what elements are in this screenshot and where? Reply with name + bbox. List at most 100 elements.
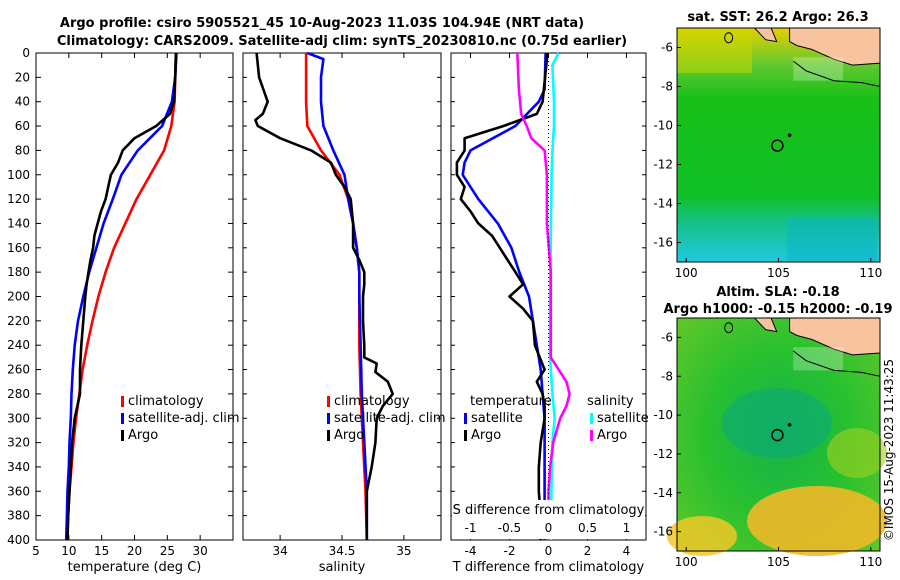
y-tick-label: 400 — [7, 533, 30, 547]
x-tick-label: 110 — [859, 555, 882, 569]
y-tick-label: 200 — [7, 290, 30, 304]
y-tick-label: 100 — [7, 168, 30, 182]
x-tick-label: 25 — [160, 544, 175, 558]
series-line-salinity-argo — [516, 52, 571, 540]
x-tick-label: 20 — [127, 544, 142, 558]
x-tick-label: 2 — [584, 544, 592, 558]
salinity-xlabel: salinity — [319, 560, 366, 575]
x-tick-label: 105 — [767, 266, 790, 280]
y-tick-label: 40 — [15, 95, 30, 109]
y-tick-label: -6 — [661, 41, 673, 55]
x-tick-label: -2 — [504, 544, 516, 558]
y-tick-label: -8 — [661, 369, 673, 383]
x-tick-label: 5 — [32, 544, 40, 558]
sst-map-title: sat. SST: 26.2 Argo: 26.3 — [687, 10, 868, 25]
christmas-island — [787, 422, 792, 427]
legend-label: Argo — [471, 428, 501, 443]
argo-float-marker — [771, 428, 784, 442]
temperature-panel: 0 20 40 60 80 100 120 140 160 180 200 220 240 260 280 3… — [7, 46, 240, 575]
x-tick-label: -4 — [465, 544, 477, 558]
legend-swatch — [464, 413, 467, 424]
legend-swatch — [121, 396, 124, 407]
legend-title-salinity: salinity — [587, 394, 634, 409]
y-tick-label: -14 — [653, 197, 673, 211]
series-line-temperature-argo — [455, 52, 549, 540]
top-axis-backdrop — [452, 500, 645, 539]
warm-patch — [677, 28, 752, 73]
sst-map-panel: 100 105 110 -6 -8 -10 -12 -14 -16 sat. SST: 26.2 … — [653, 10, 882, 280]
salinity-diff-tick-label: 1 — [623, 521, 631, 535]
x-tick-label: 34.5 — [329, 544, 356, 558]
temperature-frame — [35, 52, 234, 541]
legend-label: Argo — [597, 428, 627, 443]
y-tick-label: -16 — [653, 236, 673, 250]
y-tick-label: 140 — [7, 216, 30, 230]
title-line-2: Climatology: CARS2009. Satellite-adj cli… — [57, 34, 627, 49]
legend-swatch — [327, 396, 330, 407]
salinity-diff-tick-label: 0 — [545, 521, 553, 535]
cool-patch — [787, 217, 877, 262]
y-tick-label: 240 — [7, 338, 30, 352]
temperature-xlabel: temperature (deg C) — [68, 560, 202, 575]
legend-label: Argo — [128, 428, 158, 443]
legend-label: satellite-adj. clim — [128, 411, 240, 426]
legend-label: climatology — [128, 394, 204, 409]
x-tick-label: 15 — [94, 544, 109, 558]
x-tick-label: 100 — [675, 266, 698, 280]
legend-label: satellite-adj. clim — [334, 411, 446, 426]
imos-timestamp: ©IMOS 15-Aug-2023 11:43:25 — [882, 359, 896, 541]
moderate-sla-region — [827, 428, 887, 478]
legend-swatch — [327, 413, 330, 424]
y-tick-label: -6 — [661, 330, 673, 344]
y-tick-label: 320 — [7, 436, 30, 450]
sla-map-subtitle: Argo h1000: -0.15 h2000: -0.19 — [663, 302, 892, 317]
argo-float-marker — [771, 139, 784, 152]
x-tick-label: 34 — [272, 544, 287, 558]
high-sla-region — [667, 516, 737, 556]
y-tick-label: 60 — [15, 119, 30, 133]
sla-map-panel: 100 105 110 -6 -8 -10 -12 -14 -16 Altim. SLA: -0.… — [653, 285, 892, 569]
y-tick-label: 0 — [22, 46, 30, 60]
y-tick-label: 120 — [7, 192, 30, 206]
salinity-diff-axis-label: S difference from climatology — [453, 503, 645, 518]
land-shadow — [793, 57, 844, 81]
legend-swatch — [121, 413, 124, 424]
x-tick-label: 10 — [61, 544, 76, 558]
y-tick-label: 160 — [7, 241, 30, 255]
legend-swatch — [327, 430, 330, 441]
legend-label: satellite — [471, 411, 523, 426]
y-tick-label: -16 — [653, 525, 673, 539]
series-line-argo — [66, 52, 178, 541]
island-outline — [724, 32, 734, 44]
y-tick-label: 220 — [7, 314, 30, 328]
y-tick-label: 340 — [7, 460, 30, 474]
legend-swatch — [590, 430, 593, 441]
y-tick-label: -10 — [653, 119, 673, 133]
x-tick-label: 30 — [193, 544, 208, 558]
island-outline — [724, 322, 734, 334]
java-south-coast — [792, 60, 881, 87]
y-tick-label: 180 — [7, 265, 30, 279]
java-south-coast — [792, 350, 881, 377]
x-tick-label: 35 — [396, 544, 411, 558]
legend-label: satellite — [597, 411, 649, 426]
y-tick-label: -12 — [653, 158, 673, 172]
salinity-panel: 34 34.5 35 salinity climatology satellite-adj… — [242, 51, 446, 575]
legend-swatch — [590, 413, 593, 424]
christmas-island — [787, 133, 792, 138]
high-sla-region — [747, 486, 887, 556]
y-tick-label: -12 — [653, 447, 673, 461]
x-tick-label: 105 — [767, 555, 790, 569]
x-tick-label: 4 — [623, 544, 631, 558]
land-shadow — [793, 347, 844, 371]
legend-label: Argo — [334, 428, 364, 443]
y-tick-label: 280 — [7, 387, 30, 401]
y-tick-label: 360 — [7, 484, 30, 498]
title-line-1: Argo profile: csiro 5905521_45 10-Aug-20… — [60, 16, 584, 31]
y-tick-label: 20 — [15, 70, 30, 84]
y-tick-label: -10 — [653, 408, 673, 422]
y-tick-label: 80 — [15, 143, 30, 157]
salinity-diff-tick-label: -1 — [465, 521, 477, 535]
legend-title-temperature: temperature — [470, 394, 552, 409]
